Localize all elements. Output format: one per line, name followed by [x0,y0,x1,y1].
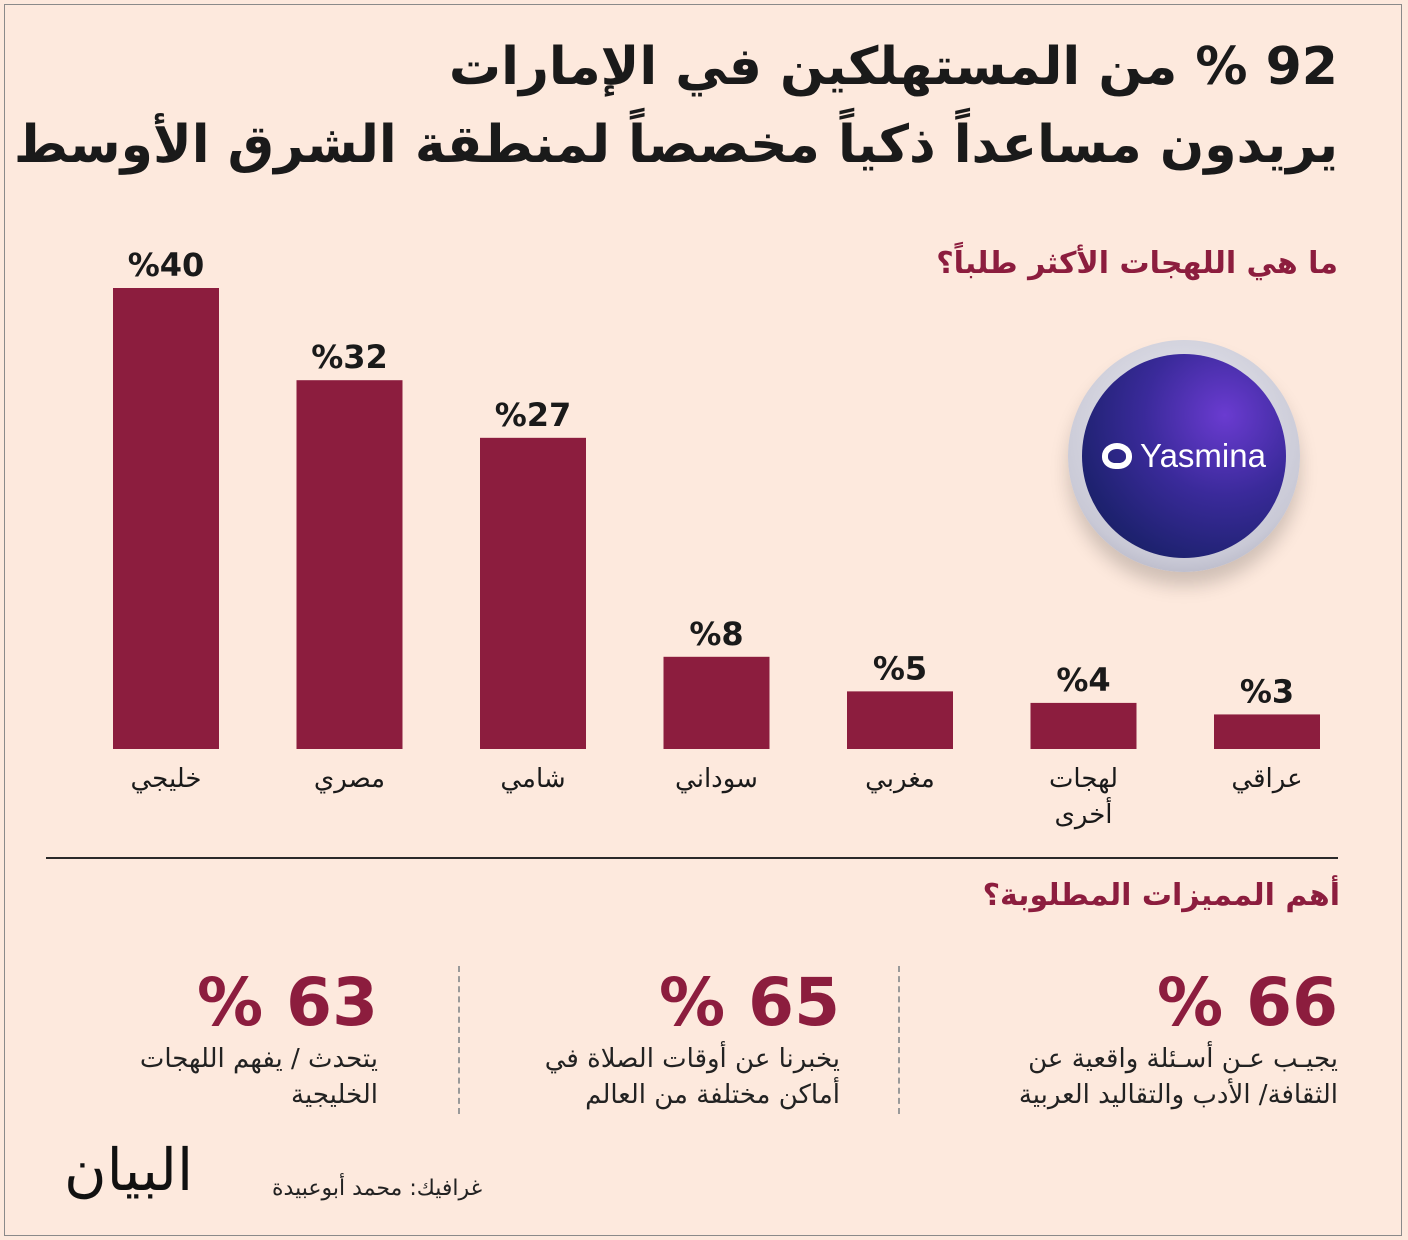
bar-3 [663,656,770,749]
feature-stat-1-line-1: يجيـب عـن أسـئلة واقعية عن [1028,1044,1338,1074]
features-question: أهم المميزات المطلوبة؟ [982,878,1340,913]
bar-0 [113,288,219,749]
yasmina-logo-text: Yasmina [1140,437,1266,474]
category-label-3: سوداني [675,764,758,794]
yasmina-logo-icon [1102,443,1133,469]
feature-stat-3-line-1: يتحدث / يفهم اللهجات [139,1044,378,1074]
page-title: 92 % من المستهلكين في الإمارات يريدون مس… [13,28,1338,184]
category-label-6: عراقي [1231,764,1302,794]
infographic-frame [4,4,1402,1236]
feature-separator [898,966,900,1114]
graphic-credit: غرافيك: محمد أبوعبيدة [272,1176,483,1201]
category-label-0: خليجي [131,764,202,794]
feature-stat-2-line-1: يخبرنا عن أوقات الصلاة في [544,1044,840,1074]
bar-4 [847,691,953,749]
bar-value-label-5: %4 [1056,661,1110,699]
category-label-5-line-1: أخرى [1055,796,1113,830]
feature-stat-1-line-2: الثقافة/ الأدب والتقاليد العربية [1018,1080,1338,1110]
feature-stat-1: 66 % يجيـب عـن أسـئلة واقعية عن الثقافة/… [938,965,1338,1113]
section-divider [46,857,1338,859]
feature-stat-2-line-2: أماكن مختلفة من العالم [585,1080,840,1110]
yasmina-logo: Yasmina [1068,340,1300,572]
feature-separator [458,966,460,1114]
albayan-logo: البيان [64,1136,194,1204]
bar-value-label-3: %8 [689,615,743,653]
category-label-1: مصري [314,764,385,794]
title-line-2: يريدون مساعداً ذكياً مخصصاً لمنطقة الشرق… [13,115,1338,175]
bar-6 [1214,714,1320,749]
title-line-1: 92 % من المستهلكين في الإمارات [448,37,1338,97]
yasmina-logo-inner: Yasmina [1082,354,1286,558]
feature-stat-3-line-2: الخليجية [291,1080,378,1110]
bar-value-label-6: %3 [1240,672,1294,710]
dialect-bar-chart: %40 خليجي %32 مصري %27 شامي %8 سوداني %5 مغربي %4 ل… [113,246,1320,830]
feature-stat-2-percent: 65 % [659,964,840,1041]
category-label-5-line-0: لهجات [1049,764,1118,794]
bar-2 [480,437,586,749]
chart-question: ما هي اللهجات الأكثر طلباً؟ [936,246,1338,281]
bar-value-label-1: %32 [311,338,388,376]
bar-5 [1030,702,1137,749]
bar-value-label-0: %40 [128,246,205,284]
category-label-2: شامي [500,764,565,794]
bar-value-label-4: %5 [873,649,927,687]
bar-1 [296,380,403,749]
feature-stat-1-percent: 66 % [1157,964,1338,1041]
feature-stat-3: 63 % يتحدث / يفهم اللهجات الخليجية [58,965,378,1113]
category-label-4: مغربي [865,764,935,794]
bar-value-label-2: %27 [495,396,572,434]
feature-stat-2: 65 % يخبرنا عن أوقات الصلاة في أماكن مخت… [480,965,840,1113]
feature-stat-3-percent: 63 % [197,964,378,1041]
